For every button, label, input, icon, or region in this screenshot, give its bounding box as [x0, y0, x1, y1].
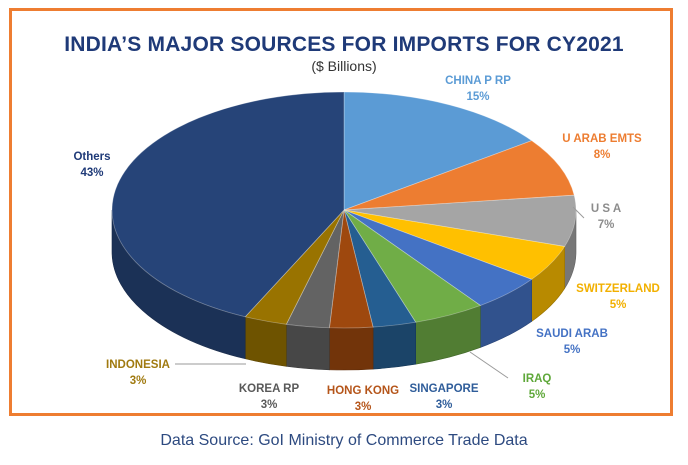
slice-value-label-2: 7%: [598, 219, 615, 231]
slice-label-0: CHINA P RP: [445, 75, 511, 87]
slice-side-7: [329, 326, 374, 371]
slice-label-9: INDONESIA: [106, 359, 170, 371]
slice-value-label-8: 3%: [261, 399, 278, 411]
slice-value-label-6: 3%: [436, 399, 453, 411]
slice-label-4: SAUDI ARAB: [536, 328, 608, 340]
slice-10: [111, 91, 345, 318]
slice-label-8: KOREA RP: [239, 383, 300, 395]
slice-8: [285, 209, 345, 329]
slice-6: [343, 209, 417, 328]
slice-value-label-0: 15%: [466, 91, 489, 103]
slice-side-10: [111, 209, 246, 360]
slice-label-1: U ARAB EMTS: [562, 133, 642, 145]
slice-7: [328, 209, 374, 329]
slice-value-label-5: 5%: [529, 389, 546, 401]
slice-9: [244, 209, 345, 325]
slice-label-5: IRAQ: [523, 373, 552, 385]
slice-label-3: SWITZERLAND: [576, 283, 660, 295]
slice-label-6: SINGAPORE: [409, 383, 478, 395]
leader-line-2: [572, 206, 585, 219]
slice-3: [343, 209, 566, 280]
slice-value-label-4: 5%: [564, 344, 581, 356]
slice-4: [343, 209, 533, 306]
slice-value-label-3: 5%: [610, 299, 627, 311]
slice-value-label-1: 8%: [594, 149, 611, 161]
chart-title: INDIA’S MAJOR SOURCES FOR IMPORTS FOR CY…: [64, 33, 624, 56]
leader-line-5: [469, 351, 509, 379]
data-source: Data Source: GoI Ministry of Commerce Tr…: [160, 432, 528, 449]
slice-label-7: HONG KONG: [327, 385, 399, 397]
pie-slices: [111, 91, 577, 329]
slice-side-9: [244, 316, 287, 367]
slice-side-6: [372, 321, 416, 370]
slice-label-10: Others: [73, 151, 110, 163]
slice-1: [343, 140, 575, 211]
slice-2: [343, 194, 577, 247]
slice-side-8: [286, 323, 330, 371]
label-leaders: [175, 206, 585, 379]
chart-subtitle: ($ Billions): [311, 58, 377, 74]
slice-value-label-9: 3%: [130, 375, 147, 387]
chart-frame: [9, 8, 673, 416]
slice-labels: CHINA P RP 15% U ARAB EMTS 8% U S A 7% SWITZER…: [73, 75, 659, 413]
slice-label-2: U S A: [591, 203, 621, 215]
pie-sides: [111, 209, 577, 371]
slice-value-label-10: 43%: [80, 167, 103, 179]
slice-0: [343, 91, 533, 211]
slice-5: [343, 209, 482, 323]
slice-value-label-7: 3%: [355, 401, 372, 413]
